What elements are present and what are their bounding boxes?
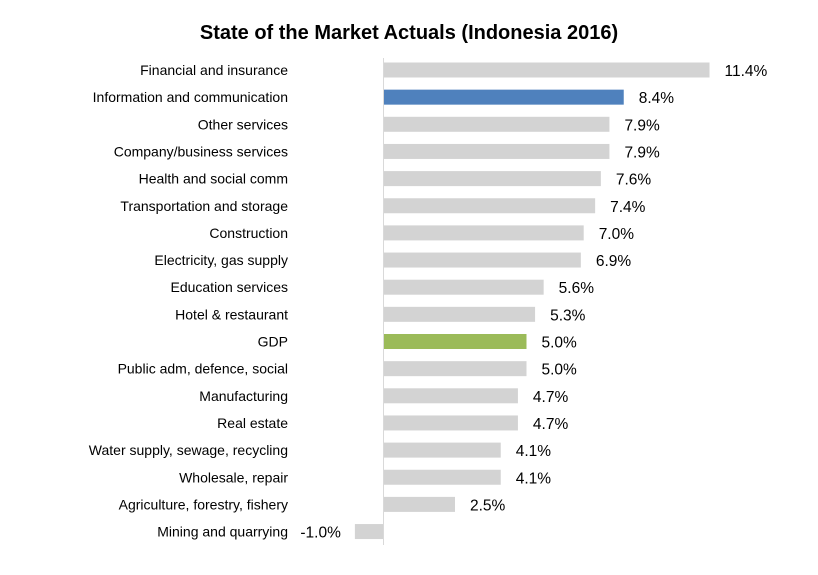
category-label: Health and social comm xyxy=(139,171,288,187)
bar-2 xyxy=(383,116,610,132)
category-label: Construction xyxy=(209,225,288,241)
category-label: Company/business services xyxy=(114,143,288,159)
category-label: Manufacturing xyxy=(199,388,288,404)
category-label: Wholesale, repair xyxy=(179,469,288,485)
value-label: 4.1% xyxy=(516,470,552,487)
category-label: Other services xyxy=(198,116,288,132)
bar-17 xyxy=(354,524,384,540)
bar-5 xyxy=(383,198,596,214)
category-label: Education services xyxy=(170,279,288,295)
bar-4 xyxy=(383,171,601,187)
category-label: Agriculture, forestry, fishery xyxy=(119,496,288,512)
bar-8 xyxy=(383,279,544,295)
value-label: 5.6% xyxy=(559,280,595,297)
value-label: 4.7% xyxy=(533,416,569,433)
category-label: Water supply, sewage, recycling xyxy=(89,442,288,458)
category-label: Financial and insurance xyxy=(140,62,288,78)
bar-12 xyxy=(383,388,518,404)
value-label: 8.4% xyxy=(639,90,675,107)
value-label: 7.0% xyxy=(599,226,635,243)
bar-0 xyxy=(383,62,710,78)
value-label: 7.9% xyxy=(624,144,660,161)
bar-1 xyxy=(383,89,624,105)
value-label: 7.9% xyxy=(624,117,660,134)
bar-9 xyxy=(383,306,536,322)
bar-13 xyxy=(383,415,518,431)
category-labels: Financial and insurance Information and c… xyxy=(89,62,289,540)
value-label: 5.3% xyxy=(550,307,586,324)
category-label: GDP xyxy=(258,334,288,350)
value-label: 2.5% xyxy=(470,497,506,514)
category-label: Mining and quarrying xyxy=(157,524,288,540)
value-label: 4.7% xyxy=(533,389,569,406)
category-label: Public adm, defence, social xyxy=(118,361,288,377)
value-label: 5.0% xyxy=(542,362,578,379)
category-label: Real estate xyxy=(217,415,288,431)
bar-10 xyxy=(383,334,527,349)
category-label: Electricity, gas supply xyxy=(154,252,288,268)
value-label: 11.4% xyxy=(725,63,768,80)
bar-3 xyxy=(383,143,610,159)
bar-15 xyxy=(383,469,501,485)
bar-7 xyxy=(383,252,581,268)
value-label: 7.4% xyxy=(610,199,646,216)
value-label: 7.6% xyxy=(616,172,652,189)
chart-title: State of the Market Actuals (Indonesia 2… xyxy=(199,22,619,44)
bar-14 xyxy=(383,442,501,458)
category-label: Hotel & restaurant xyxy=(175,306,288,322)
category-label: Information and communication xyxy=(93,89,288,105)
value-label: 5.0% xyxy=(542,335,578,352)
category-label: Transportation and storage xyxy=(120,198,288,214)
bar-16 xyxy=(383,496,455,512)
bar-11 xyxy=(383,361,527,377)
value-label: 4.1% xyxy=(516,443,552,460)
bars-layer xyxy=(354,62,710,540)
value-labels: 11.4% 8.4% 7.9% 7.9% 7.6% 7.4% 7.0% 6.9%5.6% 5.3… xyxy=(300,63,767,542)
value-label: -1.0% xyxy=(300,525,341,542)
bar-6 xyxy=(383,225,584,241)
value-label: 6.9% xyxy=(596,253,632,270)
